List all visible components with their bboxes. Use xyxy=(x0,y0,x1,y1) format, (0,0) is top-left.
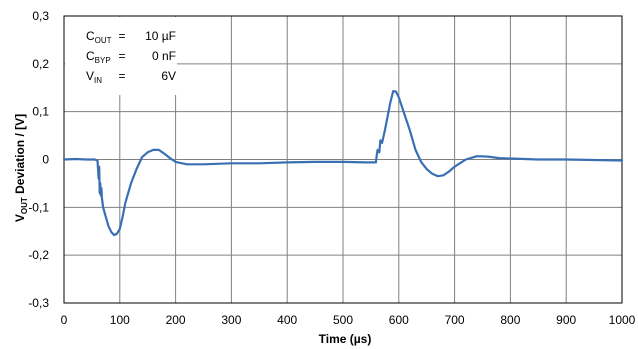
y-tick-label: -0,1 xyxy=(28,200,49,214)
annotation-label: COUT xyxy=(86,29,112,45)
series-line xyxy=(62,89,624,237)
x-tick-label: 100 xyxy=(110,313,130,327)
annotations: COUT = 10 µF CBYP = 0 nF VIN = 6V xyxy=(65,17,177,95)
annotation-value: 0 nF xyxy=(152,49,176,63)
y-axis-title-rest: Deviation / [V] xyxy=(13,114,27,197)
annotation-equals: = xyxy=(118,29,125,43)
x-tick-label: 500 xyxy=(333,313,353,327)
y-axis-title-sub: OUT xyxy=(20,197,29,214)
y-tick-label: 0,1 xyxy=(32,105,49,119)
y-tick-label: -0,2 xyxy=(28,248,49,262)
annotation-label: VIN xyxy=(86,69,102,85)
x-tick-label: 700 xyxy=(445,313,465,327)
y-axis-title-main: V xyxy=(13,214,27,222)
x-tick-label: 800 xyxy=(500,313,520,327)
annotation-equals: = xyxy=(118,69,125,83)
x-tick-label: 300 xyxy=(221,313,241,327)
annotation-value: 6V xyxy=(161,69,176,83)
x-tick-label: 900 xyxy=(556,313,576,327)
annotation-box xyxy=(65,17,177,95)
x-tick-label: 1000 xyxy=(609,313,636,327)
x-axis-title: Time (µs) xyxy=(319,332,372,346)
annotation-label: CBYP xyxy=(86,49,111,65)
x-tick-label: 0 xyxy=(61,313,68,327)
annotation-value: 10 µF xyxy=(145,29,176,43)
x-tick-labels: 0 100 200 300 400 500 600 700 800 900 1000 xyxy=(61,313,636,327)
y-axis-title: VOUT Deviation / [V] xyxy=(13,114,29,222)
series-group xyxy=(62,89,624,237)
y-tick-label: 0,2 xyxy=(32,57,49,71)
annotation-equals: = xyxy=(118,49,125,63)
y-tick-label: -0,3 xyxy=(28,296,49,310)
x-tick-label: 400 xyxy=(277,313,297,327)
y-tick-label: 0,3 xyxy=(32,9,49,23)
y-tick-labels: 0,3 0,2 0,1 0 -0,1 -0,2 -0,3 xyxy=(28,9,49,310)
x-tick-label: 600 xyxy=(389,313,409,327)
x-tick-label: 200 xyxy=(166,313,186,327)
y-tick-label: 0 xyxy=(42,153,49,167)
